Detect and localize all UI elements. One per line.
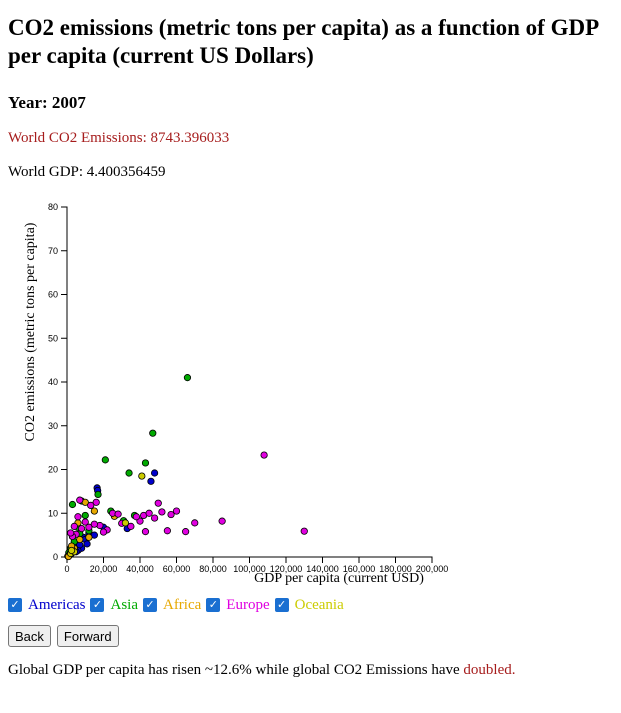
- point-europe: [76, 496, 84, 504]
- x-tick-label: 140,000: [306, 564, 339, 574]
- point-europe: [141, 528, 150, 536]
- point-asia: [68, 500, 77, 509]
- legend: ✓ Americas ✓ Asia ✓ Africa ✓ Europe ✓ Oceania: [8, 595, 613, 615]
- point-europe: [260, 451, 268, 459]
- y-tick-label: 20: [48, 465, 58, 475]
- world-co2-text: World CO2 Emissions: 8743.396033: [8, 130, 230, 146]
- checkbox-americas[interactable]: ✓: [8, 598, 22, 612]
- x-tick-label: 0: [64, 564, 69, 574]
- point-europe: [67, 529, 75, 537]
- checkbox-europe[interactable]: ✓: [206, 598, 221, 612]
- back-button[interactable]: Back: [8, 625, 51, 647]
- legend-toggle-europe[interactable]: ✓ Europe: [206, 596, 270, 614]
- point-europe: [154, 499, 162, 507]
- legend-label: Oceania: [294, 596, 344, 613]
- point-asia: [125, 469, 133, 477]
- x-tick-label: 120,000: [270, 564, 303, 574]
- x-tick-label: 180,000: [379, 564, 412, 574]
- point-americas: [147, 477, 155, 485]
- y-tick-label: 0: [53, 552, 58, 562]
- x-tick-label: 40,000: [126, 564, 154, 574]
- chart-points: [64, 374, 308, 561]
- point-oceania: [121, 519, 130, 527]
- checkbox-africa[interactable]: ✓: [142, 598, 157, 612]
- y-axis-label: CO2 emissions (metric tons per capita): [23, 222, 38, 441]
- y-tick-label: 30: [48, 421, 58, 431]
- point-asia: [101, 456, 109, 464]
- legend-label: Asia: [110, 596, 138, 613]
- point-europe: [90, 520, 98, 528]
- legend-label: Americas: [28, 596, 86, 613]
- point-europe: [191, 519, 199, 527]
- forward-button[interactable]: Forward: [56, 625, 119, 647]
- point-asia: [183, 374, 192, 382]
- point-europe: [167, 510, 175, 519]
- point-oceania: [67, 546, 76, 555]
- point-africa: [85, 533, 93, 541]
- checkbox-asia[interactable]: ✓: [90, 598, 105, 612]
- point-oceania: [138, 472, 146, 480]
- checkbox-oceania[interactable]: ✓: [274, 598, 289, 612]
- legend-toggle-oceania[interactable]: ✓ Oceania: [274, 596, 344, 614]
- point-europe: [158, 508, 166, 516]
- point-asia: [149, 429, 157, 437]
- legend-toggle-asia[interactable]: ✓ Asia: [90, 597, 138, 614]
- point-europe: [127, 522, 135, 530]
- point-europe: [182, 528, 190, 536]
- point-africa: [76, 535, 84, 544]
- point-americas: [151, 469, 159, 477]
- x-tick-label: 20,000: [90, 564, 118, 574]
- chart-axes: 0 10 20 30 40 50 60 70 80 0 20,000 40,000 60,000 80,0…: [48, 202, 448, 574]
- point-europe: [81, 518, 89, 526]
- point-europe: [87, 501, 95, 509]
- point-europe: [74, 513, 82, 521]
- legend-toggle-africa[interactable]: ✓ Africa: [142, 596, 202, 614]
- y-tick-label: 80: [48, 202, 58, 212]
- point-asia: [94, 490, 102, 499]
- x-tick-label: 80,000: [199, 564, 227, 574]
- point-europe: [163, 527, 171, 535]
- point-africa: [90, 507, 98, 515]
- point-europe: [70, 522, 78, 530]
- point-europe: [218, 517, 226, 525]
- x-axis-label: GDP per capita (current USD): [254, 571, 424, 586]
- scatter-chart: 0 10 20 30 40 50 60 70 80 0 20,000 40,000 60,000 80,0…: [23, 202, 448, 586]
- footer-main: Global GDP per capita has risen ~12.6% w…: [8, 662, 464, 678]
- y-tick-label: 60: [48, 290, 58, 300]
- point-europe: [300, 527, 308, 535]
- point-europe: [77, 524, 86, 533]
- year-heading: Year: 2007: [8, 93, 86, 112]
- y-tick-label: 50: [48, 333, 58, 343]
- point-asia: [141, 459, 150, 467]
- legend-toggle-americas[interactable]: ✓ Americas: [8, 597, 85, 614]
- point-asia: [81, 511, 89, 520]
- point-europe: [85, 523, 93, 531]
- footer-text: Global GDP per capita has risen ~12.6% w…: [8, 662, 613, 679]
- footer-emphasis: doubled.: [463, 662, 516, 678]
- page-title: CO2 emissions (metric tons per capita) a…: [8, 15, 598, 68]
- point-europe: [114, 510, 122, 518]
- point-europe: [92, 498, 100, 506]
- x-tick-label: 200,000: [416, 564, 449, 574]
- x-tick-label: 60,000: [163, 564, 191, 574]
- point-europe: [99, 528, 108, 536]
- point-europe: [145, 509, 153, 517]
- x-tick-label: 100,000: [233, 564, 266, 574]
- point-europe: [151, 514, 159, 522]
- y-tick-label: 40: [48, 377, 58, 387]
- point-americas: [83, 540, 91, 548]
- y-tick-label: 10: [48, 508, 58, 518]
- legend-label: Africa: [162, 596, 202, 613]
- legend-label: Europe: [226, 596, 270, 613]
- world-gdp-text: World GDP: 4.400356459: [8, 164, 166, 180]
- x-tick-label: 160,000: [343, 564, 376, 574]
- y-tick-label: 70: [48, 246, 58, 256]
- point-europe: [132, 513, 140, 521]
- point-europe: [172, 507, 181, 515]
